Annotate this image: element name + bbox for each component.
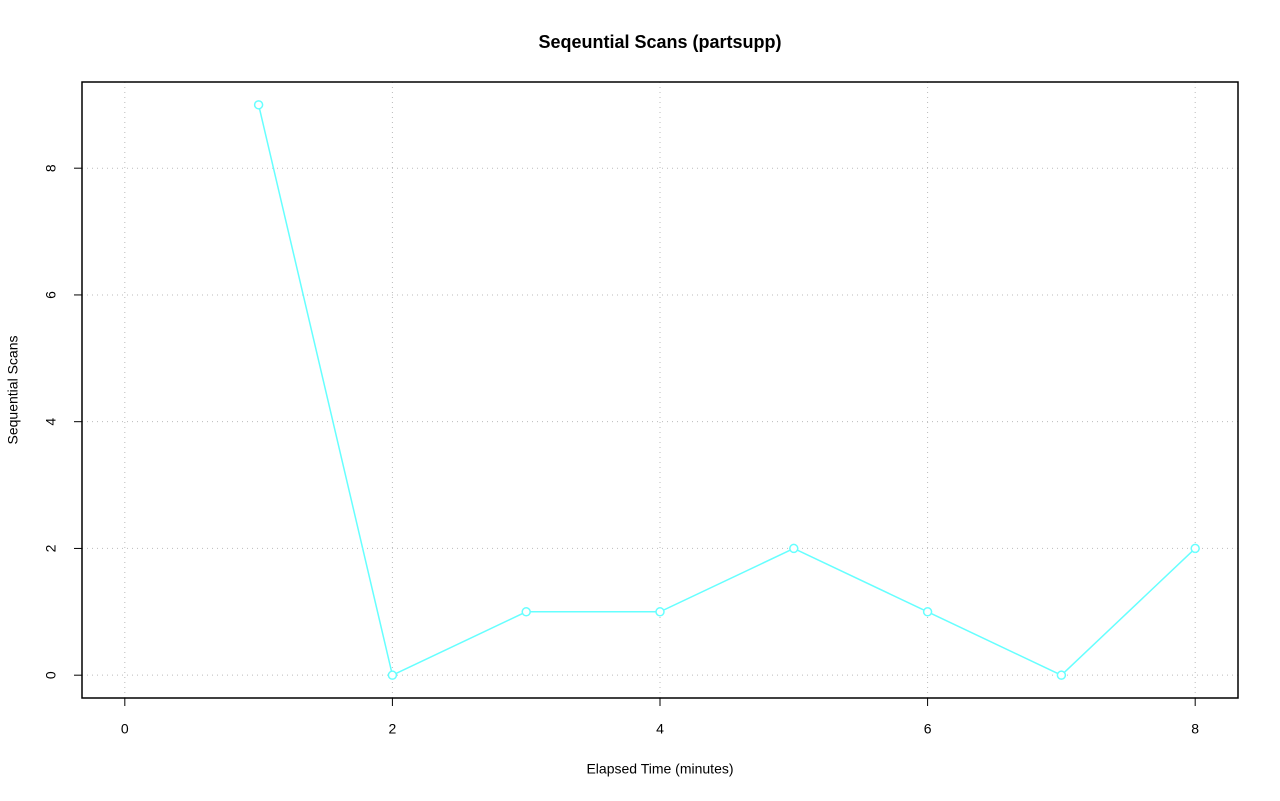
data-point [789,543,799,554]
x-tick-label: 0 [121,721,129,737]
series-line [257,104,1196,677]
x-tick-label: 6 [924,721,932,737]
y-tick-label: 4 [43,418,59,426]
x-tick-label: 8 [1191,721,1199,737]
y-tick-label: 6 [43,291,59,299]
y-axis-label: Sequential Scans [5,336,21,445]
data-point [521,607,531,617]
data-point [655,607,665,617]
y-tick-label: 0 [43,671,59,679]
data-point [253,100,264,110]
chart-title: Seqeuntial Scans (partsupp) [538,32,781,52]
data-point [1190,543,1200,554]
data-point [1056,670,1067,680]
x-tick-label: 4 [656,721,664,737]
plot-frame [81,81,1239,699]
data-point [387,670,398,680]
x-axis-label: Elapsed Time (minutes) [586,761,733,777]
data-point [922,607,933,617]
x-tick-label: 2 [389,721,397,737]
y-tick-label: 2 [43,544,59,552]
y-tick-label: 8 [43,164,59,172]
